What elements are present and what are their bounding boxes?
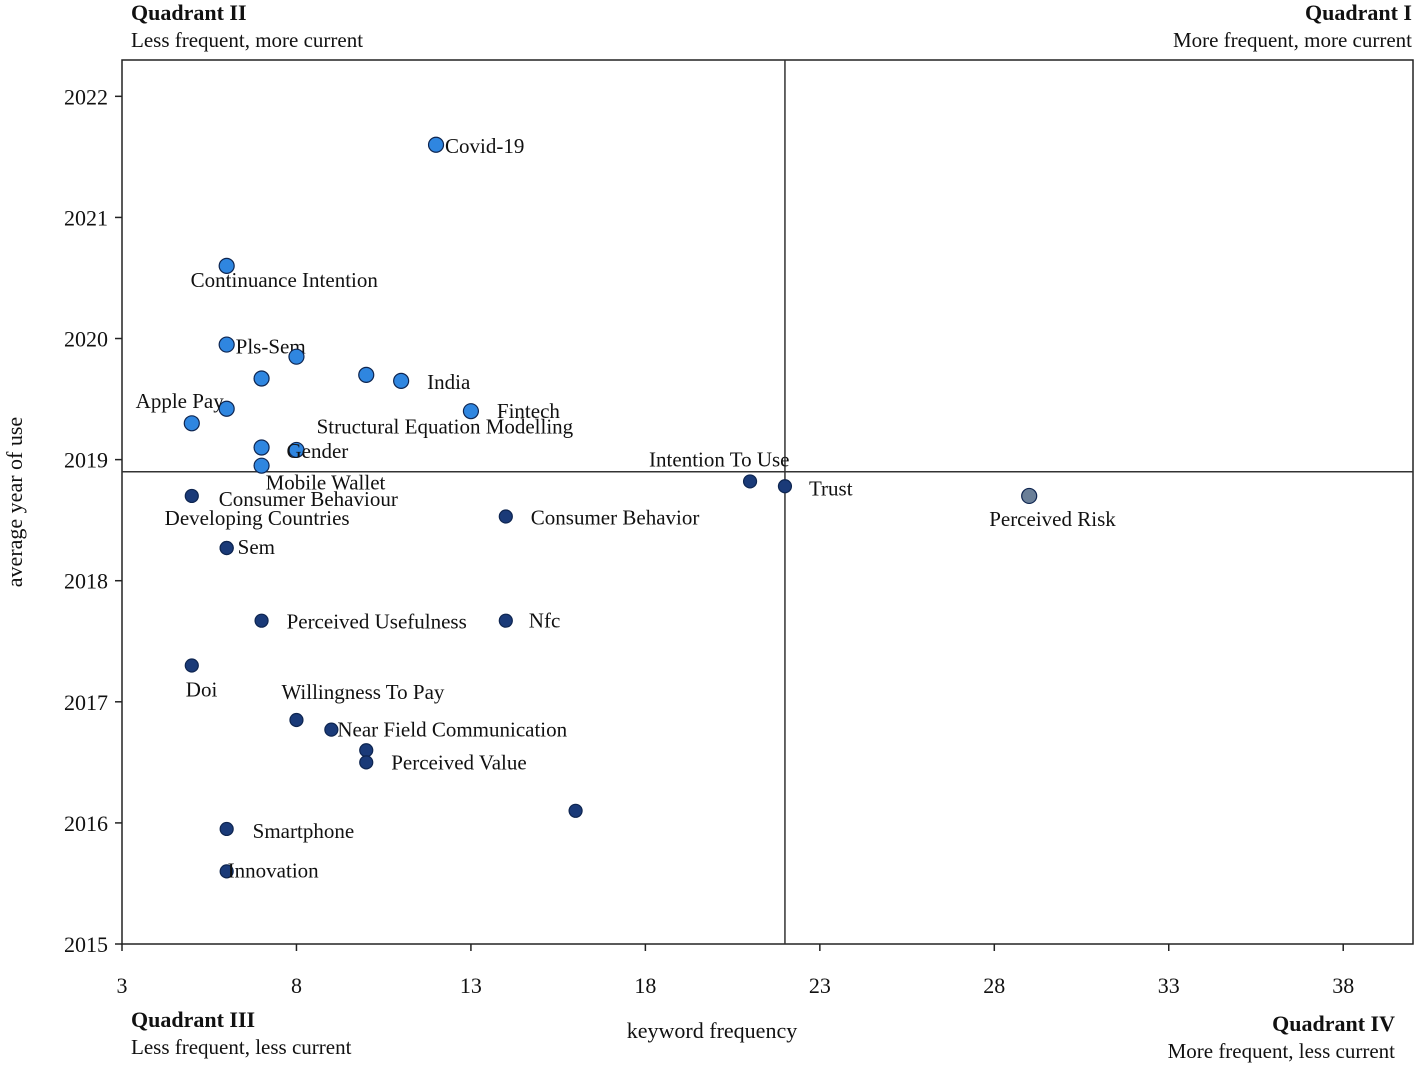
y-tick-label: 2015	[64, 932, 108, 957]
data-point	[219, 821, 234, 837]
x-tick-label: 23	[809, 973, 831, 998]
data-point	[568, 803, 583, 818]
data-point-label: Structural Equation Modelling	[317, 415, 574, 439]
data-point-label: Consumer Behavior	[531, 506, 700, 530]
y-axis-title: average year of use	[2, 417, 27, 587]
data-point	[777, 479, 793, 494]
quadrant-3-subtitle: Less frequent, less current	[131, 1035, 352, 1059]
data-point-label: Trust	[809, 476, 853, 500]
x-tick-label: 38	[1332, 973, 1354, 998]
data-point	[253, 370, 270, 387]
y-tick-label: 2019	[64, 448, 108, 473]
plot-frame	[121, 59, 1414, 945]
data-point	[219, 864, 234, 879]
data-point-label: India	[427, 370, 471, 394]
data-point-label: Developing Countries	[165, 506, 350, 530]
quadrant-2-title: Quadrant II	[131, 0, 247, 25]
data-point	[359, 743, 374, 758]
data-point-label: Perceived Value	[391, 750, 526, 774]
data-point	[253, 457, 270, 474]
y-tick-label: 2021	[64, 205, 108, 230]
y-tick-label: 2018	[64, 569, 108, 594]
data-point	[742, 474, 758, 489]
data-point	[254, 613, 269, 628]
data-point-label: Nfc	[529, 609, 560, 633]
data-point	[462, 403, 480, 420]
data-point	[183, 415, 200, 432]
data-point-label: Perceived Usefulness	[287, 610, 467, 634]
x-tick-label: 8	[291, 973, 302, 998]
data-point-label: Smartphone	[253, 819, 354, 843]
data-point-label: Gender	[286, 439, 348, 463]
x-tick-label: 3	[117, 973, 128, 998]
data-point	[498, 613, 513, 628]
data-point-label: Apple Pay	[136, 389, 225, 413]
data-point	[184, 488, 199, 504]
data-point	[359, 755, 374, 770]
data-point	[289, 712, 304, 728]
data-point-label: Continuance Intention	[191, 268, 379, 292]
data-point-label: Doi	[186, 677, 218, 701]
data-point	[1021, 487, 1038, 505]
data-point	[393, 372, 410, 390]
quadrant-1-title: Quadrant I	[1305, 0, 1412, 25]
data-point	[218, 336, 235, 353]
data-point-label: Consumer Behaviour	[219, 487, 398, 511]
x-axis-title: keyword frequency	[627, 1018, 797, 1043]
x-tick-label: 33	[1158, 973, 1180, 998]
data-point	[427, 136, 445, 153]
x-tick-label: 13	[460, 973, 482, 998]
data-point	[288, 348, 305, 365]
quadrant-4-subtitle: More frequent, less current	[1167, 1039, 1395, 1063]
data-point-label: Fintech	[497, 399, 560, 423]
y-tick-label: 2017	[64, 690, 108, 715]
y-tick-label: 2022	[64, 84, 108, 109]
data-point	[218, 257, 235, 274]
quadrant-4-title: Quadrant IV	[1272, 1011, 1395, 1036]
data-point-label: Perceived Risk	[989, 507, 1116, 531]
quadrant-3-title: Quadrant III	[131, 1007, 256, 1032]
data-point	[358, 366, 375, 383]
quadrant-1-subtitle: More frequent, more current	[1172, 28, 1412, 52]
data-point	[184, 658, 199, 673]
data-point	[288, 441, 305, 459]
data-point-label: Sem	[238, 535, 275, 559]
x-tick-label: 18	[634, 973, 656, 998]
x-tick-label: 28	[983, 973, 1005, 998]
data-point-label: Willingness To Pay	[281, 680, 444, 704]
y-tick-label: 2016	[64, 811, 108, 836]
data-point-label: Mobile Wallet	[266, 471, 386, 495]
data-point	[218, 400, 235, 417]
data-point	[219, 540, 234, 556]
quadrant-2-subtitle: Less frequent, more current	[131, 28, 364, 52]
data-point	[498, 509, 513, 524]
data-point	[324, 722, 339, 737]
data-point-label: Near Field Communication	[337, 718, 567, 742]
data-point	[253, 439, 270, 456]
data-point-label: Innovation	[228, 858, 319, 882]
y-tick-label: 2020	[64, 327, 108, 352]
data-point-label: Covid-19	[445, 134, 524, 158]
data-point-label: Intention To Use	[649, 447, 789, 471]
